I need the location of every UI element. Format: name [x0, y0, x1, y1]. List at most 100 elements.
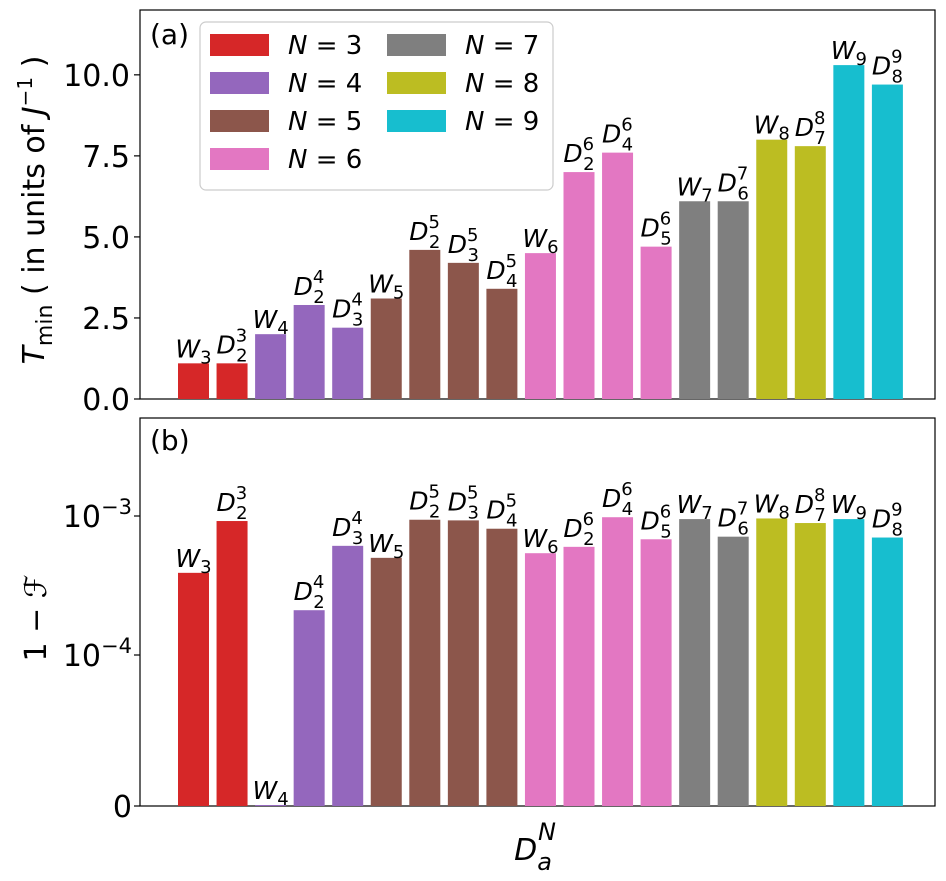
bar-label-b: D3 2	[216, 483, 247, 524]
bar-label-b: D8 7	[795, 485, 826, 526]
bar-label-a: W9	[831, 36, 867, 70]
bar-a-W9	[833, 65, 865, 399]
bar-label-a: W8	[754, 111, 790, 145]
bar-label-a: D5 4	[486, 251, 517, 292]
y-tick-label-a: 7.5	[82, 140, 130, 175]
legend-label: N = 6	[288, 145, 362, 175]
bar-a-D2^3	[216, 363, 248, 399]
y-tick-label-b: 10−4	[63, 634, 132, 674]
legend-label: N = 8	[465, 69, 539, 99]
legend: N = 3 N = 4 N = 5 N = 6 N = 7 N = 8 N = 9	[199, 21, 554, 191]
y-tick-label-b: 0	[113, 790, 132, 825]
bar-label-a: D5 2	[409, 212, 440, 253]
bar-label-a: D6 4	[602, 115, 633, 156]
y-axis-label-a: Tmin ( in units of J−1 )	[13, 56, 58, 365]
bar-label-a: W5	[368, 270, 404, 304]
bar-label-a: D3 2	[216, 325, 247, 366]
legend-label: N = 9	[465, 107, 539, 137]
bar-label-a: W6	[522, 224, 558, 258]
bar-b-W9	[833, 519, 865, 806]
bar-a-D7^8	[794, 146, 826, 399]
bar-label-a: D7 6	[718, 163, 749, 204]
bar-label-a: W3	[175, 334, 211, 368]
bar-label-a: D5 3	[448, 225, 479, 266]
legend-swatch	[210, 148, 269, 170]
legend-swatch	[387, 110, 446, 132]
bar-label-b: W5	[368, 529, 404, 563]
bar-a-D3^5	[447, 262, 479, 399]
bar-label-a: W7	[677, 172, 713, 206]
bar-a-W6	[524, 253, 556, 399]
bar-label-b: W7	[677, 490, 713, 524]
bar-b-D2^4	[293, 610, 325, 806]
bar-b-W3	[178, 572, 209, 806]
bar-b-W8	[756, 518, 788, 806]
bar-b-D2^6	[563, 546, 595, 806]
bar-label-a: D4 3	[332, 290, 363, 331]
bar-label-b: W8	[754, 489, 790, 523]
x-axis-label: DaN	[514, 818, 556, 876]
legend-label: N = 4	[288, 69, 362, 99]
bar-label-b: D7 6	[718, 499, 749, 540]
legend-swatch	[387, 72, 446, 94]
bar-label-a: D9 8	[872, 47, 903, 88]
legend-swatch	[210, 72, 269, 94]
bar-a-D4^6	[602, 152, 634, 399]
bar-b-D2^3	[216, 521, 248, 806]
bar-b-D6^7	[717, 536, 749, 806]
bar-a-D6^7	[717, 201, 749, 399]
bar-label-b: D5 3	[448, 482, 479, 523]
bar-a-W5	[370, 298, 402, 399]
bar-label-a: D4 2	[294, 267, 325, 308]
bar-label-b: D6 4	[602, 479, 633, 520]
legend-label: N = 3	[288, 31, 362, 61]
bar-b-W4	[255, 805, 287, 806]
bar-a-W3	[178, 363, 209, 399]
bar-b-D2^5	[409, 519, 441, 806]
bar-label-a: D6 5	[641, 209, 672, 250]
bar-label-b: W3	[175, 544, 211, 578]
legend-frame	[199, 21, 554, 191]
bar-b-W7	[679, 519, 711, 806]
bar-b-D4^6	[602, 517, 634, 806]
bar-a-D4^5	[486, 288, 518, 399]
bar-a-D3^4	[332, 327, 364, 399]
bar-a-W8	[756, 139, 788, 399]
bar-b-D3^5	[447, 520, 479, 806]
y-axis-label-b: 1 − ℱ	[19, 575, 54, 662]
panel-b-label: (b)	[150, 424, 190, 457]
bar-b-D5^6	[640, 539, 672, 806]
bar-label-a: D8 7	[795, 108, 826, 149]
bar-a-D5^6	[640, 246, 672, 399]
bar-a-D2^5	[409, 249, 441, 399]
bar-b-D7^8	[794, 523, 826, 806]
bar-label-b: D5 4	[486, 491, 517, 532]
bar-label-b: D9 8	[872, 500, 903, 541]
bar-label-a: D6 2	[563, 134, 594, 175]
bar-b-D8^9	[871, 537, 903, 806]
panel-a-label: (a)	[150, 18, 189, 51]
bar-label-b: D6 2	[563, 509, 594, 550]
bar-label-b: W4	[253, 776, 289, 810]
legend-label: N = 5	[288, 107, 362, 137]
bar-b-D4^5	[486, 528, 518, 806]
bar-label-b: D4 3	[332, 508, 363, 549]
bar-label-b: D5 2	[409, 482, 440, 523]
y-tick-label-a: 10.0	[63, 59, 130, 94]
legend-label: N = 7	[465, 31, 539, 61]
bar-a-D2^4	[293, 304, 325, 399]
y-tick-label-b: 10−3	[63, 495, 132, 535]
bar-a-D8^9	[871, 84, 903, 399]
y-tick-label-a: 0.0	[82, 383, 130, 418]
bar-b-W5	[370, 557, 402, 806]
bar-a-W4	[255, 334, 287, 399]
bar-b-D3^4	[332, 545, 364, 806]
bar-a-D2^6	[563, 172, 595, 399]
y-tick-label-a: 5.0	[82, 221, 130, 256]
y-tick-label-a: 2.5	[82, 302, 130, 337]
bar-label-a: W4	[253, 305, 289, 339]
bar-a-W7	[679, 201, 711, 399]
